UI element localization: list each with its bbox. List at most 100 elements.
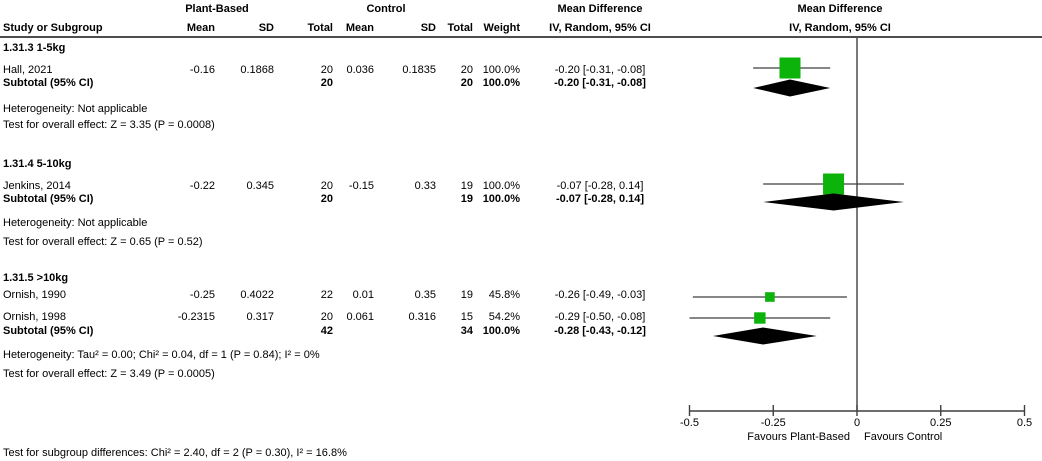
plant-total: 20: [320, 311, 333, 323]
subtotal-ci: -0.20 [-0.31, -0.08]: [554, 77, 646, 89]
ci-value: -0.07 [-0.28, 0.14]: [556, 180, 644, 192]
subtotal-weight: 100.0%: [482, 193, 520, 205]
overall-effect-text: Test for overall effect: Z = 3.35 (P = 0…: [3, 119, 215, 131]
ci-value: -0.29 [-0.50, -0.08]: [554, 311, 646, 323]
control-sd: 0.35: [414, 289, 436, 301]
svg-text:0: 0: [854, 417, 860, 429]
mean-difference-header-text: Mean Difference: [557, 3, 643, 15]
subgroup-1-label-row: 1.31.3 1-5kg: [0, 42, 1042, 55]
control-sd: 0.316: [408, 311, 436, 323]
study-row-hall-2021: Hall, 2021 -0.16 0.1868 20 0.036 0.1835 …: [0, 64, 1042, 77]
subgroup-differences-text: Test for subgroup differences: Chi² = 2.…: [3, 447, 347, 459]
ci-value: -0.26 [-0.49, -0.03]: [554, 289, 646, 301]
ci-method-header-text: IV, Random, 95% CI: [549, 22, 651, 34]
plant-total-column-header: Total: [307, 22, 333, 34]
subtotal-row-1: Subtotal (95% CI) 20 20 100.0% -0.20 [-0…: [0, 77, 1042, 90]
mean-difference-header-graph: Mean Difference: [797, 3, 883, 15]
plant-mean-column-header: Mean: [186, 22, 215, 34]
subtotal-label: Subtotal (95% CI): [3, 77, 94, 89]
svg-text:0.25: 0.25: [930, 417, 951, 429]
heterogeneity-row-2: Heterogeneity: Not applicable: [0, 217, 1042, 230]
svg-text:-0.5: -0.5: [680, 417, 699, 429]
control-total: 19: [460, 289, 473, 301]
subtotal-plant-total: 20: [320, 77, 333, 89]
overall-effect-text: Test for overall effect: Z = 3.49 (P = 0…: [3, 368, 215, 380]
plant-sd: 0.4022: [240, 289, 274, 301]
header-rule: [0, 36, 1042, 38]
control-mean: -0.15: [348, 180, 374, 192]
control-total: 19: [460, 180, 473, 192]
overall-effect-text: Test for overall effect: Z = 0.65 (P = 0…: [3, 236, 203, 248]
plant-sd: 0.317: [246, 311, 274, 323]
subtotal-label: Subtotal (95% CI): [3, 325, 94, 337]
subtotal-plant-total: 20: [320, 193, 333, 205]
weight-value: 54.2%: [488, 311, 520, 323]
plant-mean: -0.2315: [177, 311, 215, 323]
control-mean: 0.036: [346, 64, 374, 76]
heterogeneity-text: Heterogeneity: Tau² = 0.00; Chi² = 0.04,…: [3, 349, 320, 361]
subtotal-weight: 100.0%: [482, 77, 520, 89]
svg-text:-0.25: -0.25: [761, 417, 786, 429]
plant-mean: -0.22: [189, 180, 215, 192]
ci-method-header-graph: IV, Random, 95% CI: [789, 22, 891, 34]
subtotal-weight: 100.0%: [482, 325, 520, 337]
study-row-jenkins-2014: Jenkins, 2014 -0.22 0.345 20 -0.15 0.33 …: [0, 180, 1042, 193]
study-column-header: Study or Subgroup: [3, 22, 103, 34]
subtotal-ci: -0.28 [-0.43, -0.12]: [554, 325, 646, 337]
header-column-row: Study or Subgroup Mean SD Total Mean SD …: [0, 22, 1042, 35]
header-group-row: Plant-Based Control Mean Difference Mean…: [0, 3, 1042, 16]
weight-value: 45.8%: [488, 289, 520, 301]
subtotal-control-total: 19: [460, 193, 473, 205]
subtotal-control-total: 20: [460, 77, 473, 89]
control-total-column-header: Total: [447, 22, 473, 34]
study-name: Hall, 2021: [3, 64, 53, 76]
heterogeneity-text: Heterogeneity: Not applicable: [3, 103, 148, 115]
control-total: 15: [460, 311, 473, 323]
control-sd: 0.33: [414, 180, 436, 192]
control-total: 20: [460, 64, 473, 76]
overall-effect-row-1: Test for overall effect: Z = 3.35 (P = 0…: [0, 119, 1042, 132]
subtotal-label: Subtotal (95% CI): [3, 193, 94, 205]
study-name: Jenkins, 2014: [3, 180, 71, 192]
control-mean-column-header: Mean: [345, 22, 374, 34]
control-mean: 0.01: [352, 289, 374, 301]
overall-effect-row-3: Test for overall effect: Z = 3.49 (P = 0…: [0, 368, 1042, 381]
heterogeneity-text: Heterogeneity: Not applicable: [3, 217, 148, 229]
svg-text:Favours Control: Favours Control: [864, 431, 942, 443]
svg-text:0.5: 0.5: [1017, 417, 1032, 429]
subtotal-row-2: Subtotal (95% CI) 20 19 100.0% -0.07 [-0…: [0, 193, 1042, 206]
subgroup-3-label-row: 1.31.5 >10kg: [0, 272, 1042, 285]
study-name: Ornish, 1990: [3, 289, 66, 301]
study-name: Ornish, 1998: [3, 311, 66, 323]
plant-mean: -0.16: [189, 64, 215, 76]
control-sd-column-header: SD: [420, 22, 436, 34]
plant-mean: -0.25: [189, 289, 215, 301]
subgroup-1-label: 1.31.3 1-5kg: [3, 42, 66, 54]
subgroup-2-label: 1.31.4 5-10kg: [3, 158, 72, 170]
subgroup-differences-row: Test for subgroup differences: Chi² = 2.…: [0, 447, 1042, 460]
ci-value: -0.20 [-0.31, -0.08]: [554, 64, 646, 76]
subgroup-2-label-row: 1.31.4 5-10kg: [0, 158, 1042, 171]
plant-total: 20: [320, 64, 333, 76]
plant-total: 22: [320, 289, 333, 301]
weight-value: 100.0%: [482, 180, 520, 192]
subgroup-3-label: 1.31.5 >10kg: [3, 272, 69, 284]
study-row-ornish-1998: Ornish, 1998 -0.2315 0.317 20 0.061 0.31…: [0, 311, 1042, 324]
heterogeneity-row-3: Heterogeneity: Tau² = 0.00; Chi² = 0.04,…: [0, 349, 1042, 362]
study-row-ornish-1990: Ornish, 1990 -0.25 0.4022 22 0.01 0.35 1…: [0, 289, 1042, 302]
weight-column-header: Weight: [483, 22, 520, 34]
svg-text:Favours Plant-Based: Favours Plant-Based: [747, 431, 850, 443]
control-group-header: Control: [366, 3, 406, 15]
subtotal-ci: -0.07 [-0.28, 0.14]: [555, 193, 645, 205]
plant-based-group-header: Plant-Based: [185, 3, 249, 15]
subtotal-control-total: 34: [460, 325, 473, 337]
plant-sd-column-header: SD: [258, 22, 274, 34]
control-sd: 0.1835: [402, 64, 436, 76]
plant-sd: 0.345: [246, 180, 274, 192]
weight-value: 100.0%: [482, 64, 520, 76]
subtotal-row-3: Subtotal (95% CI) 42 34 100.0% -0.28 [-0…: [0, 325, 1042, 338]
overall-effect-row-2: Test for overall effect: Z = 0.65 (P = 0…: [0, 236, 1042, 249]
heterogeneity-row-1: Heterogeneity: Not applicable: [0, 103, 1042, 116]
